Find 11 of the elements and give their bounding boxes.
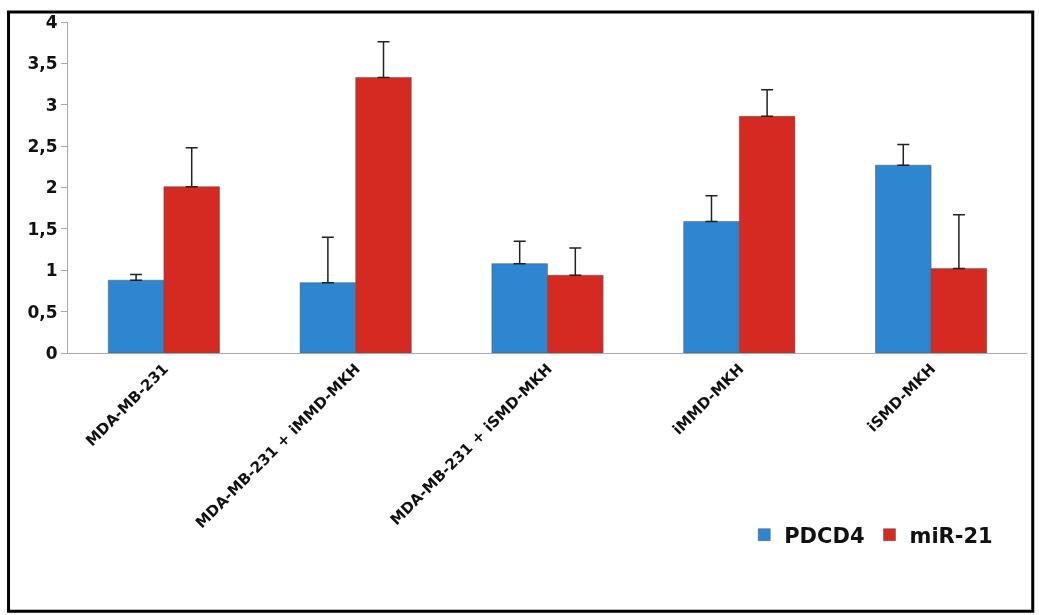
legend-label: PDCD4 [784, 523, 865, 548]
y-tick-label: 0,5 [27, 301, 58, 322]
y-tick-label: 3,5 [27, 53, 58, 74]
y-tick-label: 0 [45, 342, 58, 363]
y-tick-label: 2,5 [27, 136, 58, 157]
y-tick-label: 3 [45, 94, 58, 115]
legend-label: miR-21 [909, 523, 993, 548]
y-tick-label: 2 [45, 177, 58, 198]
y-tick-label: 1,5 [27, 218, 58, 239]
y-tick-label: 4 [45, 11, 58, 32]
y-tick-label: 1 [45, 260, 58, 281]
